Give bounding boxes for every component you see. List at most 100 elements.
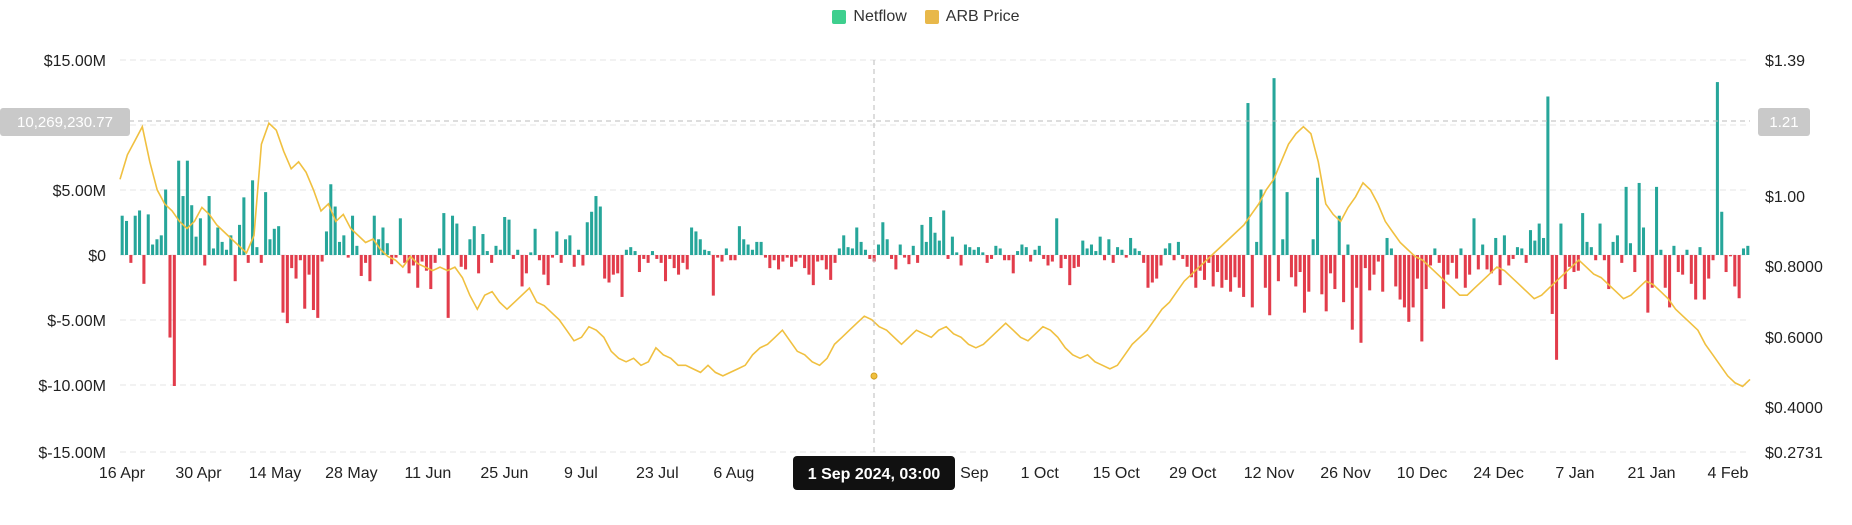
netflow-bar — [581, 255, 585, 266]
netflow-bar — [1576, 255, 1580, 271]
netflow-bar — [724, 248, 728, 255]
netflow-bar — [1355, 255, 1359, 288]
netflow-bar — [1546, 96, 1550, 256]
netflow-bar — [777, 255, 781, 270]
netflow-bar — [659, 255, 663, 263]
netflow-bar — [1272, 78, 1276, 256]
netflow-bar — [329, 184, 333, 255]
netflow-bar — [1046, 255, 1050, 266]
netflow-bar — [520, 255, 524, 287]
netflow-bar — [1185, 255, 1189, 267]
netflow-bar — [1242, 255, 1246, 297]
netflow-bar — [1307, 255, 1311, 292]
netflow-bar — [1068, 255, 1072, 286]
left-tick-label: $0 — [88, 248, 106, 265]
netflow-bar — [1433, 248, 1437, 255]
netflow-bar — [1259, 189, 1263, 255]
netflow-bar — [1694, 255, 1698, 300]
netflow-bar — [507, 219, 511, 255]
netflow-bar — [559, 255, 563, 263]
netflow-bar — [1641, 227, 1646, 255]
netflow-bar — [1124, 255, 1128, 258]
netflow-bar — [637, 255, 641, 273]
netflow-bar — [151, 244, 155, 255]
x-tick-label: 12 Nov — [1244, 465, 1295, 482]
netflow-bar — [146, 214, 150, 255]
netflow-bar — [337, 241, 342, 255]
netflow-bar — [194, 236, 198, 255]
netflow-bar — [424, 255, 428, 271]
netflow-bar — [1581, 213, 1585, 255]
netflow-bar — [876, 244, 881, 255]
legend-item-netflow[interactable]: Netflow — [832, 8, 907, 26]
x-tick-label: 15 Oct — [1093, 465, 1141, 482]
netflow-bar — [1324, 255, 1328, 312]
netflow-bar — [568, 235, 572, 255]
netflow-bar — [298, 255, 302, 261]
netflow-bar — [238, 224, 242, 255]
netflow-bar — [1494, 237, 1498, 255]
netflow-bar — [681, 255, 685, 263]
netflow-bar — [1103, 255, 1107, 261]
netflow-bar — [1533, 240, 1537, 255]
netflow-bar — [542, 255, 546, 275]
netflow-bar — [1350, 255, 1354, 330]
netflow-bar — [1020, 244, 1024, 255]
netflow-bar — [633, 251, 637, 255]
netflow-bar — [220, 241, 224, 255]
netflow-bar — [1437, 255, 1441, 263]
netflow-bar — [359, 255, 363, 276]
netflow-bar — [1681, 255, 1685, 275]
netflow-bar — [1346, 244, 1350, 255]
netflow-bar — [1255, 241, 1259, 255]
netflow-bar — [1302, 255, 1306, 313]
netflow-bar — [690, 227, 694, 255]
left-axis: $15.00M $5.00M $0 $-5.00M $-10.00M $-15.00M — [38, 53, 106, 462]
netflow-bar — [1481, 244, 1485, 255]
netflow-bar — [1276, 255, 1280, 282]
netflow-bar — [1707, 255, 1711, 279]
netflow-bar — [1294, 255, 1298, 287]
netflow-bar — [1733, 255, 1737, 287]
netflow-bar — [1329, 255, 1333, 274]
netflow-bar — [1559, 223, 1563, 255]
netflow-bar — [203, 255, 207, 266]
x-tick-label: 1 Oct — [1021, 465, 1060, 482]
netflow-bar — [1116, 247, 1120, 255]
netflow-bar — [477, 255, 481, 274]
netflow-bar — [307, 255, 311, 275]
netflow-bar — [1359, 255, 1363, 343]
netflow-bar — [737, 226, 741, 255]
netflow-bar — [1385, 237, 1389, 255]
netflow-bar — [698, 239, 702, 255]
legend-item-price[interactable]: ARB Price — [924, 8, 1020, 26]
netflow-bar — [381, 227, 385, 255]
netflow-bar — [781, 255, 785, 262]
netflow-bar — [768, 255, 772, 269]
netflow-bar — [794, 255, 798, 262]
right-value-text: 1.21 — [1769, 114, 1798, 131]
netflow-bar — [846, 247, 850, 255]
netflow-bar — [1268, 255, 1272, 316]
netflow-bar — [1029, 255, 1033, 262]
x-tick-label: 28 May — [325, 465, 377, 482]
netflow-bar — [716, 255, 720, 258]
netflow-bar — [1337, 215, 1341, 255]
right-tick-label: $0.6000 — [1765, 330, 1823, 347]
netflow-bar — [950, 236, 954, 255]
netflow-bar — [272, 228, 276, 255]
netflow-bar — [198, 218, 202, 255]
netflow-bar — [1459, 248, 1463, 255]
right-tick-label: $1.00 — [1765, 189, 1805, 206]
netflow-bar — [1615, 235, 1619, 255]
netflow-bar — [981, 252, 985, 255]
netflow-bar — [916, 255, 920, 263]
netflow-bar — [1381, 255, 1385, 292]
netflow-bar — [285, 255, 289, 324]
netflow-bar — [833, 255, 837, 263]
netflow-bar — [1220, 255, 1224, 288]
legend-label-netflow: Netflow — [853, 8, 907, 25]
netflow-bar — [372, 215, 376, 255]
netflow-bar — [1089, 244, 1093, 255]
